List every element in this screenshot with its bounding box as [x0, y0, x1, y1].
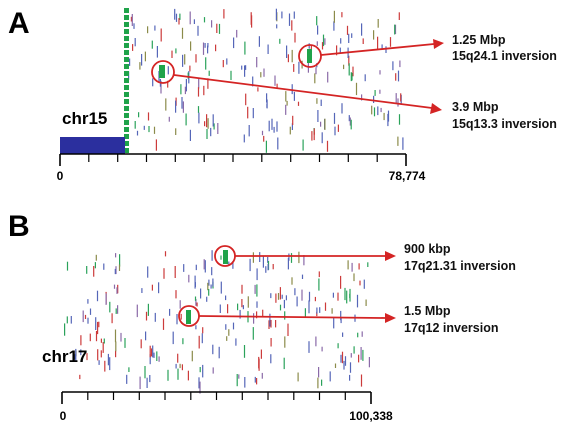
panel-a-letter: A — [8, 7, 30, 40]
panel-b-inversion-17q21-31-label: 17q21.31 inversion — [404, 259, 516, 273]
panel-a-inversion-15q13-3-mark — [159, 65, 165, 78]
panel-a-inversion-15q24-1-arrow-line — [320, 43, 435, 56]
panel-a-green-track-segment — [124, 120, 129, 125]
panel-a-axis-start-label: 0 — [57, 169, 64, 183]
panel-a-green-track-segment — [124, 106, 129, 111]
panel-b-inversion-17q12-size: 1.5 Mbp — [404, 304, 451, 318]
panel-a-green-track-segment — [124, 50, 129, 55]
panel-a-inversion-15q13-3-size: 3.9 Mbp — [452, 100, 499, 114]
panel-b-inversion-17q12: 1.5 Mbp 17q12 inversion — [178, 304, 499, 335]
panel-a-green-track-segment — [124, 29, 129, 34]
panel-a-green-track-segment — [124, 134, 129, 139]
panel-a-green-track-segment — [124, 71, 129, 76]
panel-a-inversion-15q13-3: 3.9 Mbp 15q13.3 inversion — [151, 60, 557, 131]
panel-a-green-track-segment — [124, 148, 129, 153]
panel-b-axis-start-label: 0 — [60, 409, 67, 423]
panel-a-green-track-segment — [124, 22, 129, 27]
panel-b-mark-field — [63, 250, 370, 394]
panel-b: B chr17 0 100,338 900 kbp 17q21.31 inver… — [8, 210, 516, 423]
panel-b-letter: B — [8, 210, 30, 243]
panel-a-inversion-15q24-1-label: 15q24.1 inversion — [452, 49, 557, 63]
panel-a-inversion-15q13-3-arrowhead — [430, 103, 442, 114]
panel-a-chromosome-label: chr15 — [62, 109, 107, 128]
panel-a-green-track-segment — [124, 85, 129, 90]
panel-b-inversion-17q12-arrowhead — [385, 313, 396, 323]
panel-a-chromosome-bar — [60, 137, 125, 154]
panel-a-inversion-15q13-3-arrow-line — [173, 74, 433, 109]
panel-a-green-track-segment — [124, 43, 129, 48]
panel-b-inversion-17q12-arrow-line — [198, 315, 386, 319]
panel-a-inversion-15q13-3-circle — [151, 60, 175, 84]
panel-a-green-track-segment — [124, 127, 129, 132]
panel-a-axis-end-label: 78,774 — [389, 169, 426, 183]
panel-a-green-track-segment — [124, 15, 129, 20]
panel-b-inversion-17q21-31-mark — [223, 250, 228, 264]
panel-a-green-track-segment — [124, 99, 129, 104]
panel-a-green-track-segment — [124, 36, 129, 41]
panel-a-green-track-segment — [124, 78, 129, 83]
panel-a-green-track-segment — [124, 57, 129, 62]
panel-b-axis-ticks — [61, 392, 372, 404]
panel-a-green-track-segment — [124, 64, 129, 69]
panel-a-inversion-15q13-3-label: 15q13.3 inversion — [452, 117, 557, 131]
panel-a-inversion-15q24-1-circle — [298, 44, 322, 68]
panel-b-inversion-17q12-label: 17q12 inversion — [404, 321, 499, 335]
panel-a-inversion-15q24-1-size: 1.25 Mbp — [452, 33, 506, 47]
panel-a-inversion-15q24-1: 1.25 Mbp 15q24.1 inversion — [298, 33, 557, 68]
panel-a-mark-field — [128, 8, 404, 153]
panel-b-inversion-17q21-31: 900 kbp 17q21.31 inversion — [214, 242, 516, 273]
panel-b-inversion-17q21-31-arrowhead — [385, 251, 396, 261]
panel-a: A chr15 0 78,774 1.25 Mbp 15q24.1 invers… — [8, 7, 557, 183]
panel-b-inversion-17q12-mark — [186, 310, 191, 324]
panel-a-green-track-segment — [124, 8, 129, 13]
panel-b-inversion-17q21-31-size: 900 kbp — [404, 242, 451, 256]
panel-a-green-track — [124, 8, 129, 153]
panel-b-chromosome-label: chr17 — [42, 347, 87, 366]
panel-a-green-track-segment — [124, 141, 129, 146]
panel-a-green-track-segment — [124, 92, 129, 97]
panel-a-axis-ticks — [59, 154, 407, 166]
panel-b-axis-end-label: 100,338 — [349, 409, 393, 423]
panel-a-inversion-15q24-1-arrowhead — [433, 39, 444, 49]
panel-a-inversion-15q24-1-mark — [307, 49, 312, 63]
panel-a-green-track-segment — [124, 113, 129, 118]
